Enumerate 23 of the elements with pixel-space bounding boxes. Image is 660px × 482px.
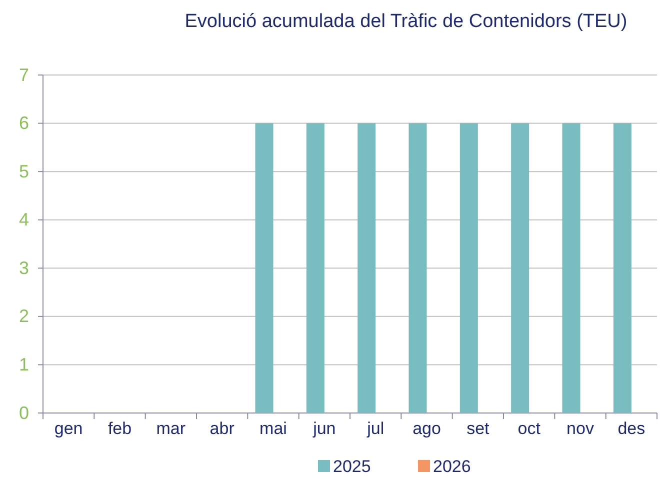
x-tick-label: abr (210, 419, 235, 438)
x-tick-label: des (618, 419, 646, 438)
x-tick-label: oct (518, 419, 541, 438)
x-tick-label: ago (412, 419, 441, 438)
y-tick-label: 5 (18, 161, 29, 182)
y-tick-label: 0 (18, 402, 29, 423)
legend-label: 2026 (433, 457, 471, 476)
x-tick-label: mai (260, 419, 287, 438)
x-tick-label: nov (566, 419, 594, 438)
y-tick-label: 7 (18, 64, 29, 85)
y-tick-label: 3 (18, 258, 29, 278)
x-tick-label: gen (54, 419, 83, 438)
x-tick-label: jun (312, 419, 336, 438)
x-tick-label: feb (108, 419, 132, 438)
chart-title: Evolució acumulada del Tràfic de Contenidors (TEU) (184, 11, 628, 32)
y-tick-label: 2 (18, 306, 29, 326)
y-tick-label: 1 (18, 354, 29, 374)
y-tick-label: 6 (18, 113, 29, 134)
x-tick-label: mar (156, 419, 186, 438)
x-tick-label: set (466, 419, 490, 438)
x-tick-label: jul (366, 419, 384, 438)
legend-label: 2025 (333, 457, 371, 476)
y-tick-label: 4 (18, 210, 29, 230)
